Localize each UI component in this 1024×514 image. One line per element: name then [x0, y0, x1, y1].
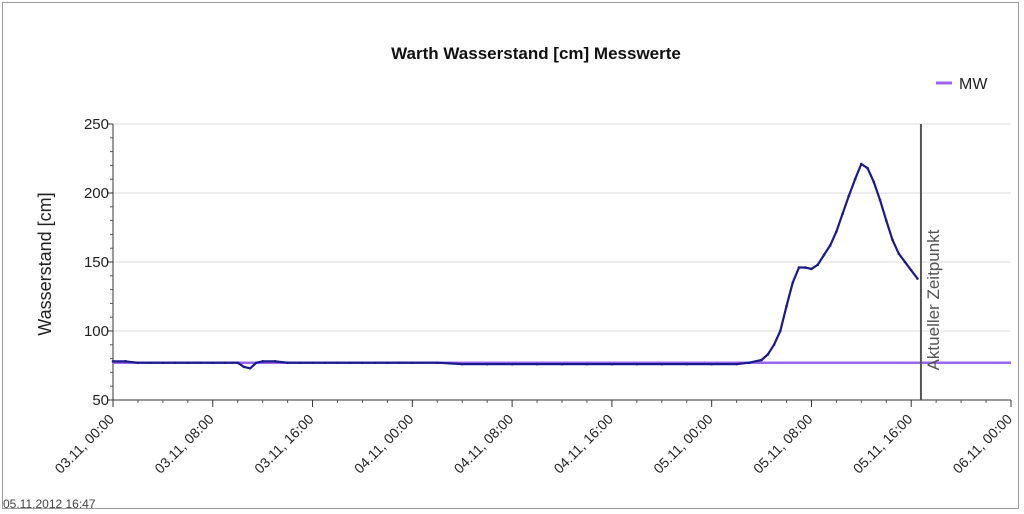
data-point	[778, 329, 782, 333]
data-point	[348, 361, 352, 365]
x-tick-label: 06.11, 00:00	[949, 411, 1015, 477]
data-point	[286, 361, 289, 365]
data-point	[510, 362, 514, 366]
data-point	[585, 362, 589, 366]
x-axis-ticks: 03.11, 00:00 03.11, 08:00 03.11, 16:00 04.1…	[51, 400, 1015, 476]
y-tick-label-100: 100	[84, 323, 109, 340]
data-point	[560, 362, 564, 366]
data-point	[710, 362, 713, 366]
data-point	[847, 194, 851, 198]
data-point	[460, 362, 464, 366]
data-point	[124, 360, 127, 363]
data-point	[223, 361, 227, 365]
data-point	[797, 266, 801, 269]
data-point	[785, 304, 788, 308]
data-point	[311, 361, 314, 365]
data-point	[735, 362, 738, 366]
series-line-0	[113, 162, 919, 370]
x-tick-label: 05.11, 08:00	[750, 411, 816, 477]
data-point	[435, 361, 439, 365]
data-point	[298, 361, 302, 365]
data-point	[242, 365, 246, 369]
data-point	[766, 353, 770, 356]
x-tick-label: 04.11, 00:00	[351, 411, 417, 477]
data-point	[835, 230, 838, 233]
data-point	[635, 362, 639, 366]
y-axis-label: Wasserstand [cm]	[35, 192, 55, 335]
y-tick-label-50: 50	[92, 392, 109, 409]
data-point	[248, 366, 252, 370]
data-point	[909, 268, 913, 272]
data-point	[816, 263, 819, 267]
data-point	[236, 361, 240, 365]
data-point	[336, 361, 339, 365]
legend-label-mw: MW	[959, 76, 988, 93]
current-time-marker: Aktueller Zeitpunkt	[919, 124, 943, 400]
data-point	[398, 361, 402, 365]
data-point	[772, 343, 776, 347]
data-point	[660, 362, 664, 366]
timestamp: 05.11.2012 16:47	[3, 497, 96, 511]
data-point	[916, 277, 919, 280]
y-tick-label-200: 200	[84, 185, 109, 202]
data-point	[866, 166, 869, 170]
series	[111, 162, 919, 370]
data-point	[884, 219, 888, 222]
chart-frame: Warth Wasserstand [cm] Messwerte MW 50 10…	[2, 2, 1019, 509]
data-point	[211, 361, 215, 365]
data-point	[872, 180, 876, 184]
data-point	[186, 361, 190, 365]
data-point	[323, 361, 327, 365]
data-point	[610, 362, 614, 366]
data-point	[747, 361, 751, 365]
data-point	[822, 253, 826, 257]
data-point	[760, 358, 763, 362]
data-point	[373, 361, 377, 365]
data-point	[485, 362, 489, 366]
x-tick-label: 04.11, 16:00	[550, 411, 616, 477]
y-tick-label-150: 150	[84, 254, 109, 271]
legend: MW	[936, 76, 988, 93]
y-tick-label-250: 250	[84, 116, 109, 133]
x-tick-label: 03.11, 16:00	[251, 411, 317, 477]
data-point	[161, 361, 165, 365]
x-tick-label: 04.11, 08:00	[451, 411, 517, 477]
data-point	[136, 361, 140, 365]
data-point	[199, 361, 202, 365]
x-tick-label: 03.11, 00:00	[51, 411, 117, 477]
data-point	[685, 362, 689, 366]
data-point	[853, 177, 857, 181]
data-point	[878, 198, 882, 202]
data-point	[841, 212, 844, 215]
data-point	[828, 244, 832, 247]
data-point	[273, 360, 277, 363]
data-point	[149, 361, 152, 365]
line-chart: Warth Wasserstand [cm] Messwerte MW 50 10…	[35, 44, 1015, 476]
y-axis-ticks: 50 100 150 200 250	[84, 116, 113, 409]
current-time-label: Aktueller Zeitpunkt	[924, 229, 943, 370]
data-point	[897, 252, 901, 256]
data-point	[803, 266, 807, 269]
data-point	[111, 360, 115, 363]
data-point	[255, 361, 258, 365]
data-point	[810, 267, 813, 271]
data-point	[411, 361, 414, 365]
x-tick-label: 03.11, 08:00	[151, 411, 217, 477]
data-point	[535, 362, 539, 366]
data-point	[261, 360, 264, 363]
x-tick-label: 05.11, 00:00	[650, 411, 716, 477]
data-point	[860, 162, 863, 166]
data-point	[903, 260, 907, 264]
chart-title: Warth Wasserstand [cm] Messwerte	[391, 44, 681, 63]
data-point	[386, 361, 389, 365]
data-point	[891, 238, 894, 242]
data-point	[791, 281, 795, 285]
data-point	[361, 361, 364, 365]
grid	[113, 123, 1011, 401]
data-point	[174, 361, 177, 365]
x-tick-label: 05.11, 16:00	[850, 411, 916, 477]
